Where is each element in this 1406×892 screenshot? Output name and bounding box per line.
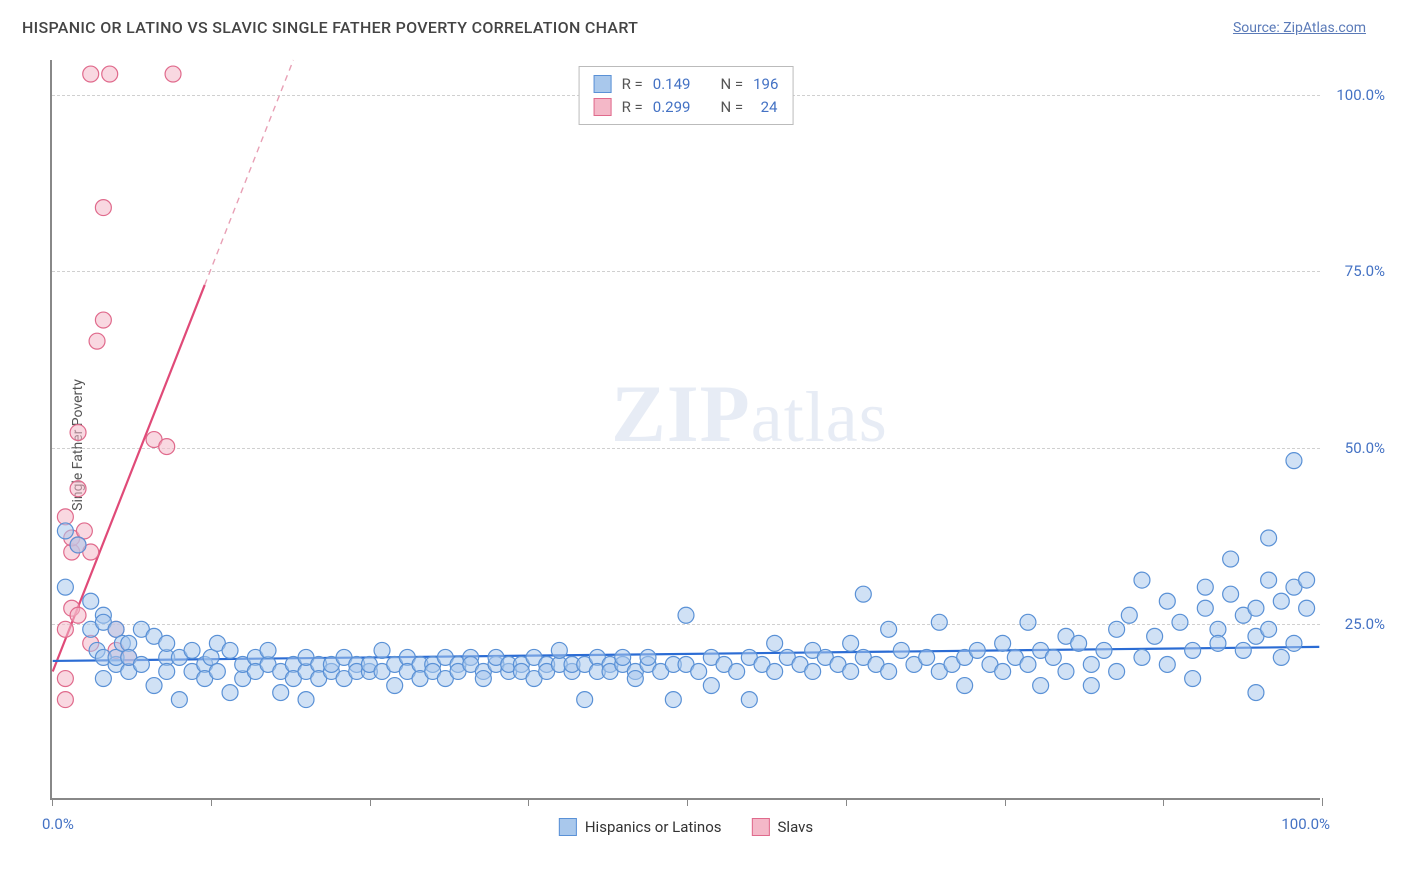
swatch-blue — [594, 75, 612, 93]
legend-label-1: Hispanics or Latinos — [585, 818, 722, 836]
stats-row-2: R = 0.299 N = 24 — [594, 96, 779, 119]
x-tick-right: 100.0% — [1281, 815, 1330, 833]
x-tick — [846, 798, 847, 806]
n-label-2: N = — [720, 96, 743, 119]
x-tick — [687, 798, 688, 806]
x-tick — [1163, 798, 1164, 806]
r-label-2: R = — [622, 96, 643, 119]
stats-legend: R = 0.149 N = 196 R = 0.299 N = 24 — [579, 66, 794, 125]
plot-svg — [52, 60, 1320, 798]
legend-item-2: Slavs — [752, 818, 814, 836]
bottom-legend: Hispanics or Latinos Slavs — [559, 818, 813, 836]
y-tick-label: 25.0% — [1345, 615, 1385, 633]
x-tick-left: 0.0% — [42, 815, 74, 833]
n-val-1: 196 — [753, 73, 778, 96]
y-tick-label: 75.0% — [1345, 262, 1385, 280]
chart-area: Single Father Poverty ZIPatlas R = 0.149… — [50, 60, 1360, 830]
legend-label-2: Slavs — [778, 818, 814, 836]
chart-title: HISPANIC OR LATINO VS SLAVIC SINGLE FATH… — [22, 18, 638, 37]
n-val-2: 24 — [753, 96, 777, 119]
legend-swatch-pink — [752, 818, 770, 836]
swatch-pink — [594, 98, 612, 116]
x-tick — [528, 798, 529, 806]
x-tick — [1322, 798, 1323, 806]
r-val-2: 0.299 — [653, 96, 691, 119]
x-tick — [52, 798, 53, 806]
n-label: N = — [720, 73, 743, 96]
legend-item-1: Hispanics or Latinos — [559, 818, 722, 836]
x-tick — [211, 798, 212, 806]
y-tick-label: 100.0% — [1336, 86, 1385, 104]
stats-row-1: R = 0.149 N = 196 — [594, 73, 779, 96]
x-tick — [1005, 798, 1006, 806]
plot-box: ZIPatlas R = 0.149 N = 196 R = 0.299 N =… — [50, 60, 1320, 800]
r-label: R = — [622, 73, 643, 96]
legend-swatch-blue — [559, 818, 577, 836]
y-tick-label: 50.0% — [1345, 439, 1385, 457]
x-tick — [370, 798, 371, 806]
source-link[interactable]: Source: ZipAtlas.com — [1233, 20, 1366, 36]
r-val-1: 0.149 — [653, 73, 691, 96]
